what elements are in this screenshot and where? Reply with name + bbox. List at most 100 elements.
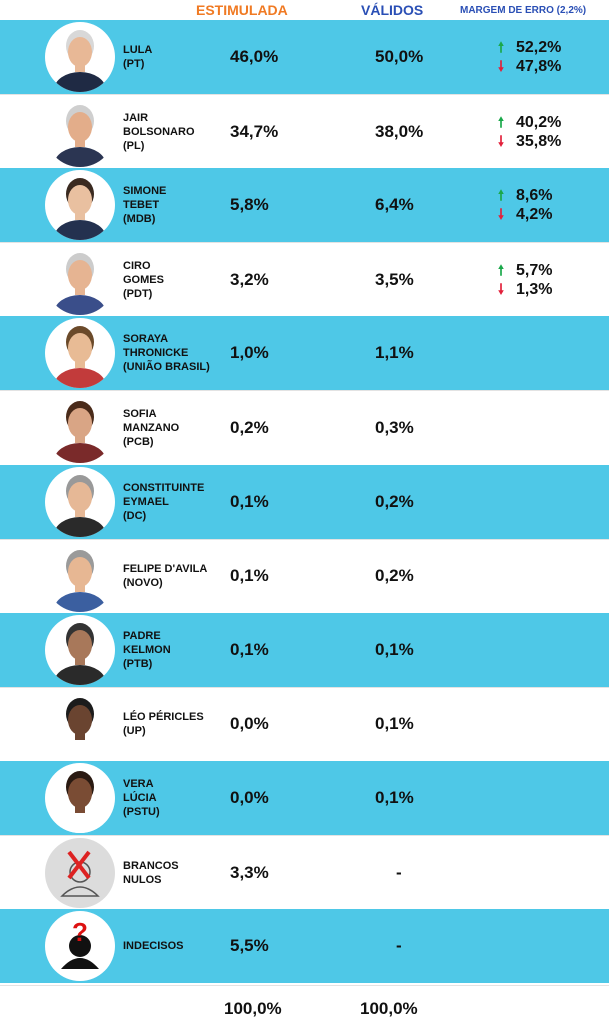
estimulada-value: 0,1% xyxy=(230,639,269,659)
candidate-name-line: (UP) xyxy=(123,725,146,738)
estimulada-value: 5,8% xyxy=(230,195,269,215)
margin-lower-value: 47,8% xyxy=(516,58,562,76)
arrow-down-icon: 🠗 xyxy=(498,58,505,75)
candidate-name-line: MANZANO xyxy=(123,422,180,435)
candidate-name: SIMONE TEBET (MDB) xyxy=(123,184,166,226)
validos-value: 0,1% xyxy=(375,714,414,734)
candidate-name: VERA LÚCIA (PSTU) xyxy=(123,777,160,819)
candidate-name-line: THRONICKE xyxy=(123,347,189,360)
validos-value: - xyxy=(396,862,402,882)
candidate-photo xyxy=(45,393,115,464)
candidate-name-line: LÚCIA xyxy=(123,791,157,804)
table-row: LULA (PT) 46,0% 50,0% 🠕 52,2% 🠗 47,8% xyxy=(0,20,609,95)
estimulada-value: 5,5% xyxy=(230,936,269,956)
candidate-rows: LULA (PT) 46,0% 50,0% 🠕 52,2% 🠗 47,8% JAIR BOLSON… xyxy=(0,20,609,984)
estimulada-value: 0,1% xyxy=(230,566,269,586)
indecisos-icon: ? xyxy=(45,911,115,982)
estimulada-value: 0,0% xyxy=(230,714,269,734)
validos-value: 0,1% xyxy=(375,787,414,807)
candidate-photo xyxy=(45,689,115,760)
candidate-name: LÉO PÉRICLES (UP) xyxy=(123,710,204,738)
candidate-photo xyxy=(45,170,115,241)
candidate-name-line: BOLSONARO xyxy=(123,125,195,138)
margin-upper: 🠕 5,7% xyxy=(498,261,552,280)
estimulada-value: 3,2% xyxy=(230,269,269,289)
margin-lower: 🠗 1,3% xyxy=(498,280,552,299)
margin-of-error: 🠕 5,7% 🠗 1,3% xyxy=(498,261,552,299)
candidate-name-line: SORAYA xyxy=(123,333,169,346)
candidate-photo xyxy=(45,541,115,612)
table-row: SIMONE TEBET (MDB) 5,8% 6,4% 🠕 8,6% 🠗 4,2% xyxy=(0,168,609,243)
candidate-name: CIRO GOMES (PDT) xyxy=(123,259,164,301)
candidate-name-line: (DC) xyxy=(123,509,147,522)
candidate-name: FELIPE D'AVILA (NOVO) xyxy=(123,562,207,590)
candidate-name-line: CONSTITUINTE xyxy=(123,481,205,494)
arrow-down-icon: 🠗 xyxy=(498,280,505,297)
estimulada-value: 46,0% xyxy=(230,47,279,67)
validos-value: 0,2% xyxy=(375,491,414,511)
margin-lower: 🠗 4,2% xyxy=(498,205,552,224)
margin-of-error: 🠕 52,2% 🠗 47,8% xyxy=(498,38,561,76)
candidate-name-line: CIRO xyxy=(123,259,151,272)
candidate-name-line: PADRE xyxy=(123,629,161,642)
candidate-name-line: (PTB) xyxy=(123,657,153,670)
arrow-up-icon: 🠕 xyxy=(498,39,505,56)
svg-text:?: ? xyxy=(72,917,88,947)
table-row: SORAYA THRONICKE (UNIÃO BRASIL) 1,0% 1,1% xyxy=(0,316,609,391)
arrow-down-icon: 🠗 xyxy=(498,206,505,223)
candidate-name-line: JAIR xyxy=(123,111,149,124)
margin-of-error: 🠕 8,6% 🠗 4,2% xyxy=(498,186,552,224)
margin-lower-value: 4,2% xyxy=(516,206,553,224)
table-row: SOFIA MANZANO (PCB) 0,2% 0,3% xyxy=(0,390,609,465)
candidate-name: SOFIA MANZANO (PCB) xyxy=(123,407,179,449)
margin-upper: 🠕 8,6% xyxy=(498,186,552,205)
validos-value: 50,0% xyxy=(375,47,424,67)
candidate-name-line: TEBET xyxy=(123,199,160,212)
margin-upper-value: 40,2% xyxy=(516,113,562,131)
estimulada-value: 0,1% xyxy=(230,491,269,511)
validos-value: - xyxy=(396,936,402,956)
candidate-name-line: (MDB) xyxy=(123,213,156,226)
header-estimulada: ESTIMULADA xyxy=(196,2,288,18)
header-validos: VÁLIDOS xyxy=(361,2,424,18)
total-estimulada: 100,0% xyxy=(224,999,282,1018)
candidate-photo xyxy=(45,245,115,316)
candidate-name: INDECISOS xyxy=(123,939,184,953)
candidate-name: SORAYA THRONICKE (UNIÃO BRASIL) xyxy=(123,332,210,374)
candidate-name: JAIR BOLSONARO (PL) xyxy=(123,111,195,153)
candidate-photo xyxy=(45,466,115,537)
candidate-photo xyxy=(45,614,115,685)
arrow-up-icon: 🠕 xyxy=(498,261,505,278)
table-row: JAIR BOLSONARO (PL) 34,7% 38,0% 🠕 40,2% 🠗 35,8% xyxy=(0,94,609,169)
candidate-name-line: (PSTU) xyxy=(123,805,160,818)
table-row: FELIPE D'AVILA (NOVO) 0,1% 0,2% xyxy=(0,538,609,613)
margin-lower-value: 1,3% xyxy=(516,280,553,298)
margin-upper: 🠕 40,2% xyxy=(498,113,561,132)
candidate-name-line: (PDT) xyxy=(123,287,153,300)
candidate-name-line: NULOS xyxy=(123,873,162,886)
arrow-up-icon: 🠕 xyxy=(498,113,505,130)
candidate-name-line: SOFIA xyxy=(123,408,157,421)
arrow-down-icon: 🠗 xyxy=(498,132,505,149)
candidate-photo xyxy=(45,318,115,389)
margin-lower: 🠗 35,8% xyxy=(498,132,561,151)
validos-value: 38,0% xyxy=(375,121,424,141)
candidate-name: LULA (PT) xyxy=(123,43,152,71)
candidate-photo xyxy=(45,97,115,168)
validos-value: 3,5% xyxy=(375,269,414,289)
validos-value: 0,3% xyxy=(375,418,414,438)
arrow-up-icon: 🠕 xyxy=(498,187,505,204)
table-header: ESTIMULADA VÁLIDOS MARGEM DE ERRO (2,2%) xyxy=(0,0,609,20)
candidate-name-line: (PT) xyxy=(123,58,145,71)
candidate-name-line: (UNIÃO BRASIL) xyxy=(123,361,210,374)
estimulada-value: 1,0% xyxy=(230,343,269,363)
table-row: BRANCOS NULOS 3,3% - xyxy=(0,835,609,910)
validos-value: 6,4% xyxy=(375,195,414,215)
margin-upper-value: 52,2% xyxy=(516,39,562,57)
candidate-name-line: FELIPE D'AVILA xyxy=(123,563,208,576)
header-margem-de-erro: MARGEM DE ERRO (2,2%) xyxy=(460,5,587,16)
margin-upper: 🠕 52,2% xyxy=(498,38,561,57)
validos-value: 1,1% xyxy=(375,343,414,363)
validos-value: 0,2% xyxy=(375,566,414,586)
